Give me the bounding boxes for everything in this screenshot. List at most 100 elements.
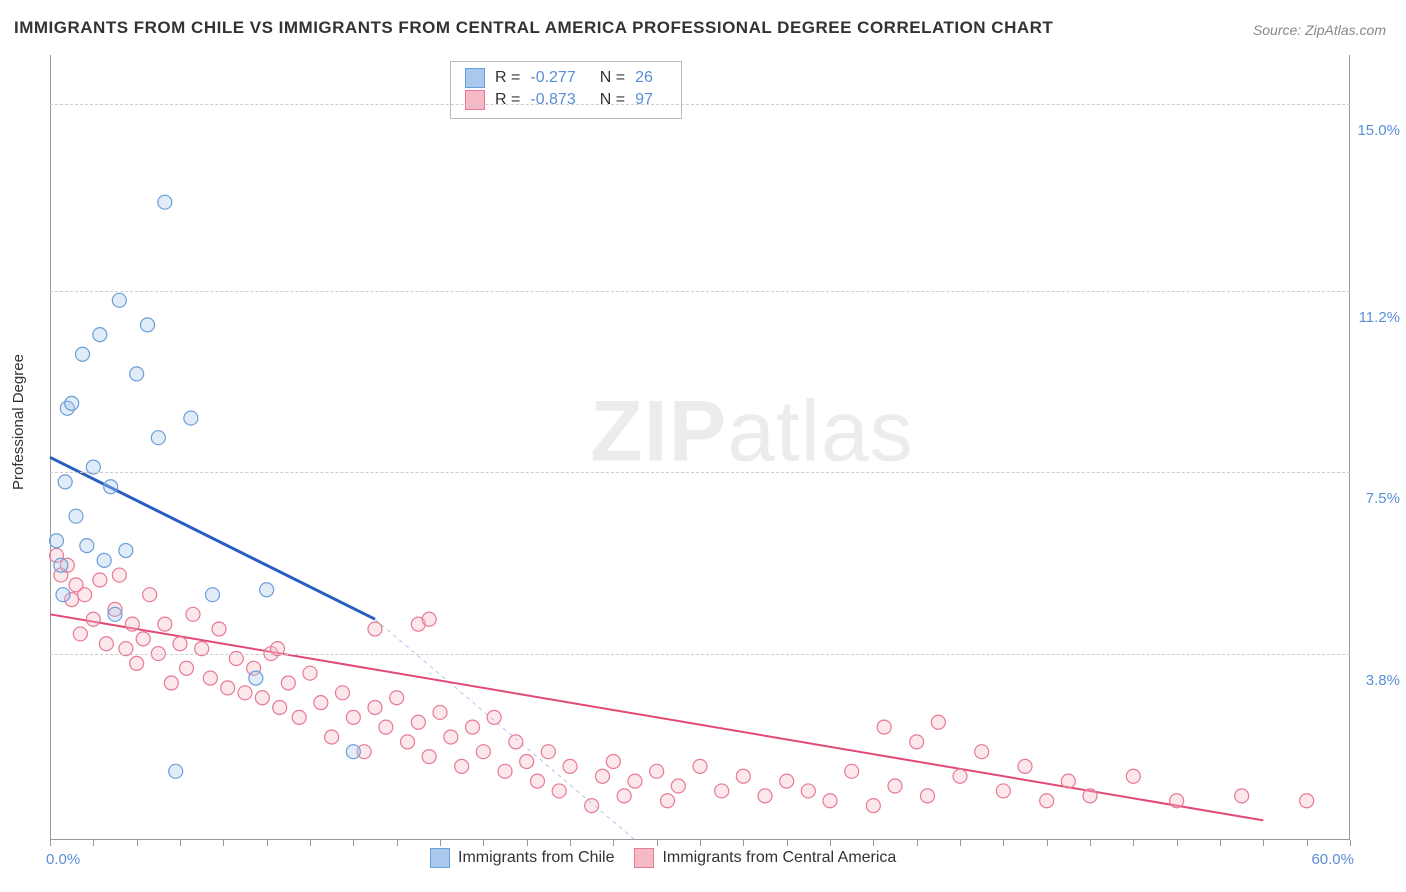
- data-point: [80, 539, 94, 553]
- bottom-legend: Immigrants from Chile Immigrants from Ce…: [430, 848, 896, 868]
- data-point: [866, 799, 880, 813]
- data-point: [78, 588, 92, 602]
- data-point: [249, 671, 263, 685]
- swatch-chile: [465, 68, 485, 88]
- data-point: [184, 411, 198, 425]
- data-point: [693, 759, 707, 773]
- data-point: [1170, 794, 1184, 808]
- x-tick: [180, 840, 181, 846]
- source-label: Source: ZipAtlas.com: [1253, 22, 1386, 38]
- data-point: [801, 784, 815, 798]
- data-point: [975, 745, 989, 759]
- stat-eq2: =: [616, 69, 625, 86]
- x-tick: [223, 840, 224, 846]
- data-point: [173, 637, 187, 651]
- data-point: [661, 794, 675, 808]
- data-point: [325, 730, 339, 744]
- legend-label-central-america: Immigrants from Central America: [662, 849, 896, 867]
- data-point: [628, 774, 642, 788]
- data-point: [336, 686, 350, 700]
- regression-line: [50, 614, 1263, 820]
- y-tick-label: 7.5%: [1340, 490, 1400, 507]
- stat-R-central-america: -0.873: [530, 91, 575, 109]
- data-point: [845, 764, 859, 778]
- data-point: [390, 691, 404, 705]
- data-point: [303, 666, 317, 680]
- x-tick: [267, 840, 268, 846]
- data-point: [151, 431, 165, 445]
- y-axis-label: Professional Degree: [10, 354, 27, 490]
- data-point: [112, 568, 126, 582]
- data-point: [931, 715, 945, 729]
- data-point: [401, 735, 415, 749]
- data-point: [255, 691, 269, 705]
- data-point: [520, 755, 534, 769]
- data-point: [346, 745, 360, 759]
- data-point: [1018, 759, 1032, 773]
- gridline: [50, 654, 1350, 655]
- chart-title: IMMIGRANTS FROM CHILE VS IMMIGRANTS FROM…: [14, 18, 1053, 38]
- data-point: [238, 686, 252, 700]
- x-tick: [1307, 840, 1308, 846]
- x-tick: [960, 840, 961, 846]
- data-point: [158, 195, 172, 209]
- data-point: [444, 730, 458, 744]
- x-tick: [310, 840, 311, 846]
- data-point: [125, 617, 139, 631]
- data-point: [487, 710, 501, 724]
- stat-R-label2: R: [495, 91, 507, 108]
- data-point: [136, 632, 150, 646]
- data-point: [877, 720, 891, 734]
- data-point: [186, 607, 200, 621]
- scatter-plot: [50, 55, 1350, 840]
- x-axis-min-label: 0.0%: [46, 851, 80, 868]
- data-point: [119, 544, 133, 558]
- data-point: [758, 789, 772, 803]
- data-point: [1126, 769, 1140, 783]
- data-point: [346, 710, 360, 724]
- gridline: [50, 472, 1350, 473]
- legend-item-chile: Immigrants from Chile: [430, 848, 614, 868]
- data-point: [466, 720, 480, 734]
- data-point: [65, 396, 79, 410]
- x-tick: [873, 840, 874, 846]
- data-point: [552, 784, 566, 798]
- data-point: [606, 755, 620, 769]
- data-point: [180, 661, 194, 675]
- x-tick: [1133, 840, 1134, 846]
- legend-label-chile: Immigrants from Chile: [458, 849, 614, 867]
- x-tick: [1177, 840, 1178, 846]
- x-tick: [137, 840, 138, 846]
- x-tick: [830, 840, 831, 846]
- x-tick: [1350, 840, 1351, 846]
- y-tick-label: 15.0%: [1340, 122, 1400, 139]
- data-point: [617, 789, 631, 803]
- data-point: [73, 627, 87, 641]
- data-point: [509, 735, 523, 749]
- data-point: [585, 799, 599, 813]
- chart-area: ZIPatlas R = -0.277 N = 26 R = -0.873 N …: [50, 55, 1350, 840]
- stat-N-chile: 26: [635, 69, 653, 87]
- data-point: [86, 612, 100, 626]
- data-point: [921, 789, 935, 803]
- data-point: [56, 588, 70, 602]
- data-point: [422, 612, 436, 626]
- gridline: [50, 104, 1350, 105]
- x-tick: [527, 840, 528, 846]
- data-point: [260, 583, 274, 597]
- legend-swatch-chile: [430, 848, 450, 868]
- data-point: [50, 534, 64, 548]
- stat-N-label2: N: [600, 91, 612, 108]
- data-point: [498, 764, 512, 778]
- data-point: [996, 784, 1010, 798]
- data-point: [736, 769, 750, 783]
- stat-eq3: =: [511, 91, 520, 108]
- x-tick: [1263, 840, 1264, 846]
- data-point: [1040, 794, 1054, 808]
- data-point: [164, 676, 178, 690]
- data-point: [143, 588, 157, 602]
- x-tick: [1047, 840, 1048, 846]
- data-point: [314, 696, 328, 710]
- x-tick: [1003, 840, 1004, 846]
- data-point: [422, 750, 436, 764]
